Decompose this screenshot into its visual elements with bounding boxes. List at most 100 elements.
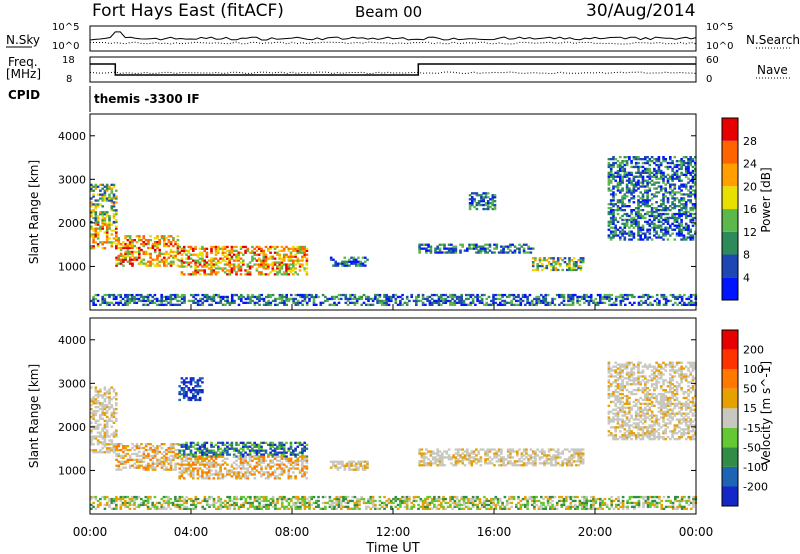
velocity-cell xyxy=(639,410,642,413)
velocity-cell xyxy=(621,385,624,388)
power-cell xyxy=(680,238,683,241)
power-cell xyxy=(691,220,695,223)
power-cell xyxy=(666,201,670,204)
power-cell xyxy=(144,250,148,254)
velocity-cell xyxy=(273,469,277,472)
power-cell xyxy=(639,228,642,231)
power-cell xyxy=(433,293,436,297)
power-cell xyxy=(621,177,624,180)
power-cell xyxy=(96,199,100,202)
power-cell xyxy=(440,297,443,301)
power-cell xyxy=(96,185,100,188)
velocity-cell xyxy=(637,369,640,372)
velocity-cell xyxy=(205,453,209,456)
velocity-cell xyxy=(282,453,286,456)
power-cell xyxy=(634,185,638,188)
power-cell xyxy=(276,253,279,256)
power-cell xyxy=(385,303,388,306)
velocity-cell xyxy=(579,448,583,451)
power-cell xyxy=(559,263,562,266)
power-cell xyxy=(108,187,111,190)
power-cell xyxy=(678,210,681,214)
power-cell xyxy=(232,269,236,272)
velocity-cell xyxy=(101,407,104,411)
velocity-cell xyxy=(348,468,351,471)
power-cell xyxy=(541,268,544,272)
velocity-cell xyxy=(99,402,102,405)
power-cell xyxy=(587,299,591,303)
power-cell xyxy=(135,250,139,254)
velocity-cell xyxy=(491,462,494,465)
power-cell xyxy=(274,303,277,306)
velocity-cell xyxy=(196,461,200,464)
velocity-cell xyxy=(357,466,360,469)
power-cell xyxy=(187,299,191,303)
velocity-cell xyxy=(628,434,631,437)
velocity-cell xyxy=(461,458,464,461)
power-cell xyxy=(662,187,665,190)
power-cell xyxy=(354,260,358,263)
velocity-cell xyxy=(614,402,617,405)
power-cell xyxy=(212,297,216,301)
power-cell xyxy=(219,247,222,250)
power-cell xyxy=(589,299,593,303)
power-cell xyxy=(486,251,489,254)
power-cell xyxy=(149,264,152,267)
power-cell xyxy=(637,183,640,186)
power-cell xyxy=(112,215,116,218)
velocity-cell xyxy=(103,451,107,454)
power-cell xyxy=(453,295,457,299)
velocity-cell xyxy=(198,389,202,392)
power-cell xyxy=(612,226,615,229)
power-cell xyxy=(678,199,681,202)
power-cell xyxy=(135,258,139,261)
velocity-cell xyxy=(115,392,118,395)
power-cell xyxy=(664,216,667,220)
power-cell xyxy=(628,177,631,180)
power-cell xyxy=(115,213,118,216)
velocity-cell xyxy=(639,434,642,437)
velocity-cell xyxy=(294,475,297,478)
power-cell xyxy=(367,297,370,301)
power-cell xyxy=(226,261,229,264)
power-cell xyxy=(357,260,360,263)
power-cell xyxy=(223,271,227,274)
power-cell xyxy=(353,293,357,297)
power-cell xyxy=(499,293,502,297)
velocity-cell xyxy=(167,458,171,461)
velocity-cell xyxy=(205,461,209,464)
power-cell xyxy=(486,205,490,209)
power-cell xyxy=(684,205,688,208)
power-cell xyxy=(420,243,424,246)
power-cell xyxy=(678,232,681,235)
power-cell xyxy=(292,245,295,249)
velocity-cell xyxy=(147,454,150,458)
power-cell xyxy=(110,301,114,304)
power-cell xyxy=(571,303,575,306)
power-cell xyxy=(257,257,261,260)
velocity-cell xyxy=(491,448,494,451)
velocity-cell xyxy=(301,475,304,478)
power-cell xyxy=(242,245,245,249)
power-cell xyxy=(140,295,143,299)
power-cell xyxy=(577,266,580,270)
velocity-cell xyxy=(632,367,636,370)
velocity-cell xyxy=(621,426,624,429)
velocity-cell xyxy=(221,449,225,452)
velocity-cell xyxy=(441,452,444,455)
power-cell xyxy=(563,257,567,260)
velocity-cell xyxy=(625,402,629,405)
velocity-cell xyxy=(210,449,213,452)
power-cell xyxy=(135,301,139,304)
power-cell xyxy=(621,299,625,303)
power-cell xyxy=(619,161,622,165)
power-cell xyxy=(466,247,469,250)
velocity-cell xyxy=(534,462,537,465)
velocity-cell xyxy=(180,449,184,452)
power-cell xyxy=(156,264,159,267)
velocity-cell xyxy=(301,459,304,462)
power-cell xyxy=(628,234,631,237)
power-cell xyxy=(632,222,636,225)
power-cell xyxy=(529,247,533,250)
power-cell xyxy=(646,161,649,165)
